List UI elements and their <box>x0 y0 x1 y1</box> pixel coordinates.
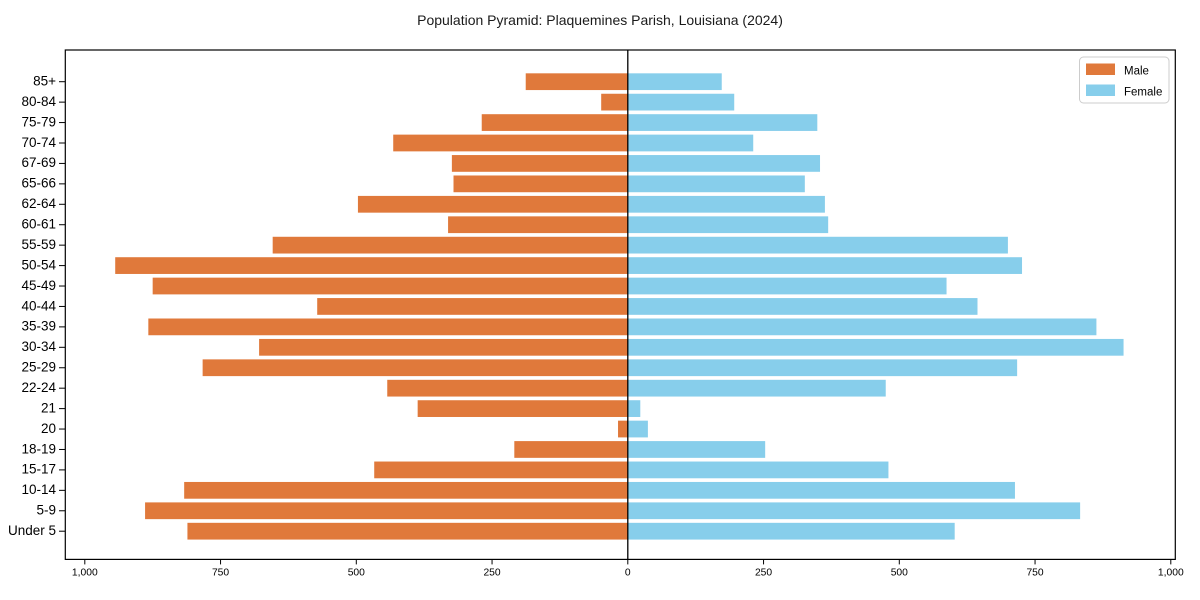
svg-text:Male: Male <box>1124 65 1149 77</box>
svg-text:500: 500 <box>891 567 908 578</box>
svg-text:250: 250 <box>483 567 500 578</box>
svg-text:67-69: 67-69 <box>21 155 56 170</box>
svg-text:35-39: 35-39 <box>21 319 56 334</box>
svg-text:70-74: 70-74 <box>21 135 56 150</box>
svg-text:60-61: 60-61 <box>21 217 56 232</box>
svg-text:65-66: 65-66 <box>21 176 56 191</box>
svg-text:250: 250 <box>755 567 772 578</box>
svg-text:1,000: 1,000 <box>1158 567 1184 578</box>
svg-text:55-59: 55-59 <box>21 237 56 252</box>
svg-text:85+: 85+ <box>33 74 56 89</box>
svg-text:15-17: 15-17 <box>21 462 56 477</box>
svg-text:21: 21 <box>41 400 56 415</box>
svg-text:500: 500 <box>348 567 365 578</box>
svg-text:0: 0 <box>625 567 631 578</box>
svg-text:62-64: 62-64 <box>21 196 56 211</box>
svg-text:10-14: 10-14 <box>21 482 56 497</box>
svg-text:5-9: 5-9 <box>36 503 56 518</box>
svg-text:50-54: 50-54 <box>21 257 56 272</box>
svg-text:45-49: 45-49 <box>21 278 56 293</box>
svg-text:750: 750 <box>212 567 229 578</box>
svg-text:22-24: 22-24 <box>21 380 56 395</box>
svg-text:40-44: 40-44 <box>21 298 56 313</box>
svg-text:25-29: 25-29 <box>21 360 56 375</box>
svg-text:30-34: 30-34 <box>21 339 56 354</box>
svg-text:Under 5: Under 5 <box>8 523 56 538</box>
svg-text:18-19: 18-19 <box>21 441 56 456</box>
svg-text:80-84: 80-84 <box>21 94 56 109</box>
svg-text:Female: Female <box>1124 86 1162 98</box>
svg-text:75-79: 75-79 <box>21 114 56 129</box>
svg-text:750: 750 <box>1026 567 1043 578</box>
svg-text:1,000: 1,000 <box>72 567 98 578</box>
svg-text:20: 20 <box>41 421 56 436</box>
